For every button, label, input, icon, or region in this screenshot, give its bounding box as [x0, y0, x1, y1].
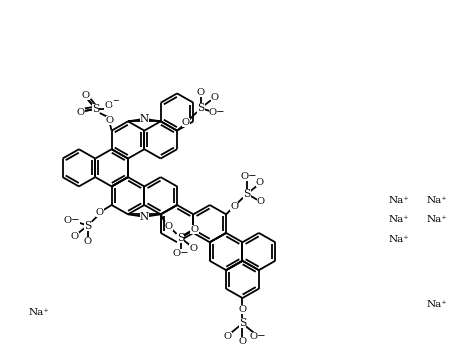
Text: S: S [238, 319, 245, 329]
Text: O: O [196, 88, 205, 97]
Text: O: O [238, 337, 246, 346]
Text: O: O [223, 332, 231, 341]
Text: S: S [243, 189, 250, 199]
Text: O−: O− [240, 172, 257, 181]
Text: O: O [76, 108, 85, 117]
Text: Na⁺: Na⁺ [29, 308, 50, 317]
Text: O: O [81, 91, 90, 100]
Text: O: O [255, 178, 263, 187]
Text: O: O [230, 202, 238, 211]
Text: O: O [164, 222, 172, 230]
Text: O: O [210, 93, 219, 102]
Text: Na⁺: Na⁺ [425, 215, 446, 224]
Text: S: S [92, 104, 99, 114]
Text: Na⁺: Na⁺ [388, 196, 408, 205]
Text: O: O [71, 232, 79, 241]
Text: O: O [106, 116, 113, 125]
Text: O: O [181, 118, 190, 127]
Text: O: O [95, 208, 104, 217]
Text: Na⁺: Na⁺ [425, 301, 446, 310]
Text: O: O [83, 237, 92, 246]
Text: O−: O− [249, 332, 265, 341]
Text: −: − [112, 97, 119, 105]
Text: S: S [84, 221, 91, 231]
Text: S: S [197, 103, 204, 113]
Text: Na⁺: Na⁺ [388, 215, 408, 224]
Text: O−: O− [172, 249, 188, 258]
Text: Na⁺: Na⁺ [388, 235, 408, 244]
Text: O: O [238, 305, 246, 314]
Text: O: O [190, 226, 198, 235]
Text: S: S [176, 233, 184, 243]
Text: Na⁺: Na⁺ [425, 196, 446, 205]
Text: N: N [139, 114, 149, 124]
Text: O: O [189, 244, 197, 253]
Text: O: O [257, 197, 264, 206]
Text: O−: O− [63, 216, 80, 225]
Text: O: O [104, 101, 113, 110]
Text: N: N [139, 212, 149, 222]
Text: O−: O− [208, 109, 225, 118]
